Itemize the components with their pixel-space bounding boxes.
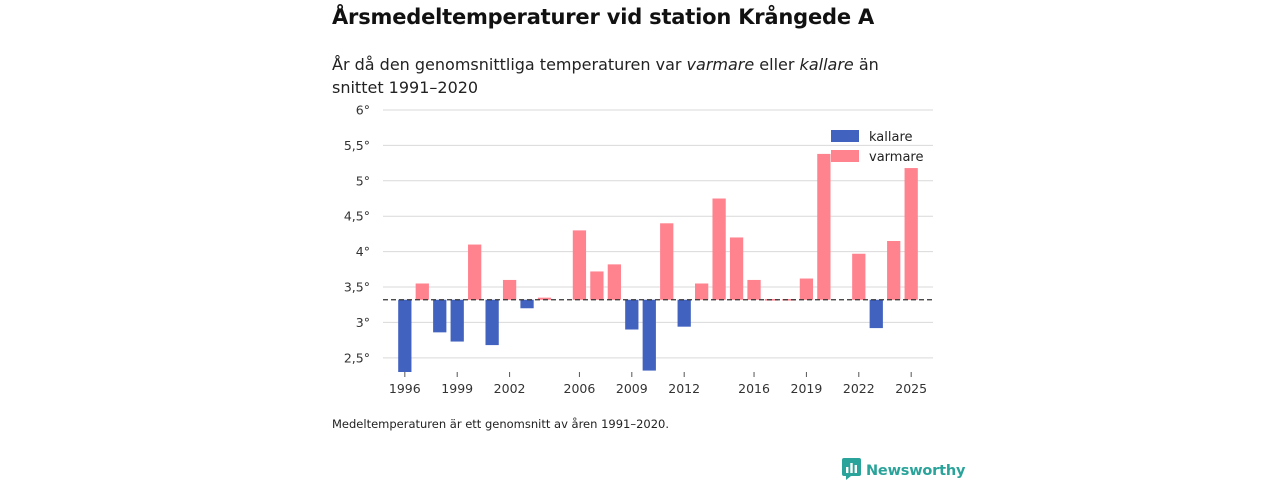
subtitle-part: År då den genomsnittliga temperaturen va…	[332, 55, 687, 74]
x-tick-label: 2009	[616, 381, 648, 396]
brand-logo[interactable]: Newsworthy	[842, 458, 965, 484]
x-tick-label: 1996	[389, 381, 421, 396]
footnote: Medeltemperaturen är ett genomsnitt av å…	[332, 417, 670, 431]
y-tick-label: 3°	[356, 315, 370, 330]
bar-1996	[398, 299, 412, 372]
chart-title: Årsmedeltemperaturer vid station Krånged…	[332, 5, 875, 29]
x-tick-label: 2012	[668, 381, 700, 396]
subtitle-part: än snittet 1991–2020	[332, 55, 879, 97]
x-tick-label: 2002	[494, 381, 526, 396]
bar-2025	[904, 168, 918, 300]
bar-2008	[607, 264, 621, 300]
legend-label-varmare: varmare	[869, 150, 923, 165]
bar-2009	[625, 299, 639, 330]
bar-2004	[537, 297, 552, 300]
bar-2011	[660, 223, 674, 300]
chart-subtitle: År då den genomsnittliga temperaturen va…	[332, 53, 932, 99]
bar-2000	[468, 244, 482, 300]
bar-1998	[433, 299, 447, 333]
y-tick-label: 6°	[356, 103, 370, 118]
bar-2006	[572, 230, 587, 300]
x-tick-label: 1999	[441, 381, 473, 396]
bar-2024	[887, 241, 901, 300]
bar-chart: 2,5° 3° 3,5° 4° 4,5° 5° 5,5° 6° 1996 1999 2002 2006…	[344, 103, 933, 396]
bar-2013	[695, 283, 709, 300]
y-tick-label: 5,5°	[344, 138, 370, 153]
y-tick-label: 4,5°	[344, 209, 370, 224]
y-tick-label: 5°	[356, 173, 370, 188]
bar-2002	[502, 279, 517, 300]
bar-2022	[852, 253, 866, 300]
bar-2018	[782, 299, 796, 301]
subtitle-cold-word: kallare	[799, 55, 854, 74]
bar-1997	[415, 283, 429, 300]
x-tick-label: 2006	[564, 381, 596, 396]
bar-2016	[747, 279, 761, 300]
x-tick-label: 2025	[895, 381, 927, 396]
bar-2012	[677, 299, 691, 327]
x-tick-label: 2019	[791, 381, 823, 396]
legend-swatch-kallare	[831, 130, 859, 142]
bar-2015	[729, 237, 744, 300]
subtitle-part: eller	[754, 55, 800, 74]
x-tick-label: 2016	[738, 381, 770, 396]
bar-2010	[642, 299, 656, 371]
x-tick-label: 2022	[843, 381, 875, 396]
bar-2023	[869, 299, 883, 329]
bar-2007	[590, 271, 604, 300]
brand-name: Newsworthy	[866, 463, 966, 479]
bar-2019	[799, 278, 814, 300]
bar-2014	[712, 198, 726, 300]
bar-1999	[450, 299, 464, 342]
newsworthy-logo-icon	[842, 458, 861, 484]
subtitle-warm-word: varmare	[686, 55, 755, 74]
legend-swatch-varmare	[831, 150, 859, 162]
y-tick-label: 3,5°	[344, 280, 370, 295]
legend-label-kallare: kallare	[869, 130, 913, 145]
bar-2001	[485, 299, 499, 346]
bar-2020	[817, 153, 831, 300]
y-tick-label: 2,5°	[344, 350, 370, 365]
y-tick-label: 4°	[356, 244, 370, 259]
bar-2003	[520, 299, 534, 309]
